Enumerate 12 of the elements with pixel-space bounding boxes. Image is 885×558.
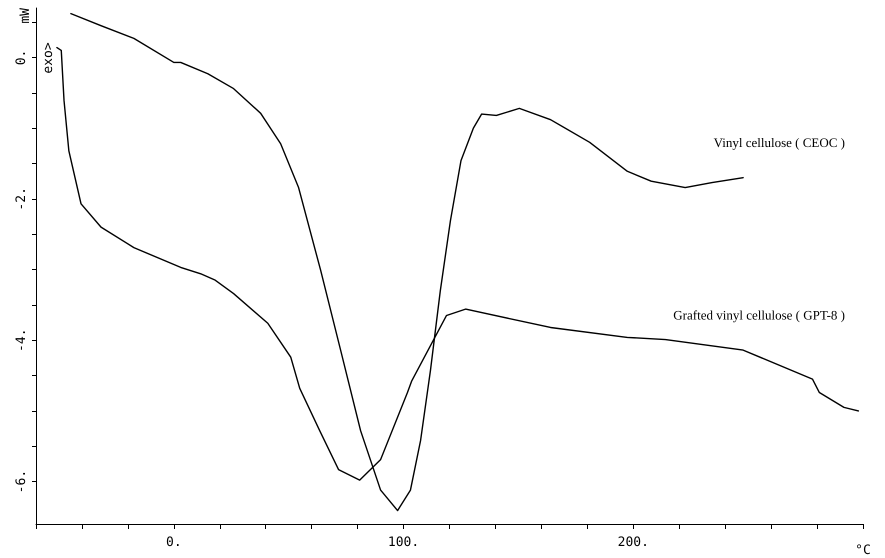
y-tick-label: -6. (14, 470, 29, 494)
y-tick-label: 0. (14, 50, 29, 66)
x-tick-label: 200. (618, 535, 649, 550)
text: Vinyl cellulose ( CEOC ) (714, 135, 845, 150)
y-tick-label: -4. (14, 328, 29, 352)
x-axis-title: °C (855, 543, 871, 558)
y-tick-label: -2. (14, 187, 29, 211)
x-tick-label: 0. (166, 535, 182, 550)
annotation: exo> (41, 42, 56, 74)
series-label: Grafted vinyl cellulose ( GPT-8 ) (673, 308, 845, 323)
x-tick-label: 100. (388, 535, 420, 550)
y-axis-title: mW (18, 8, 33, 24)
